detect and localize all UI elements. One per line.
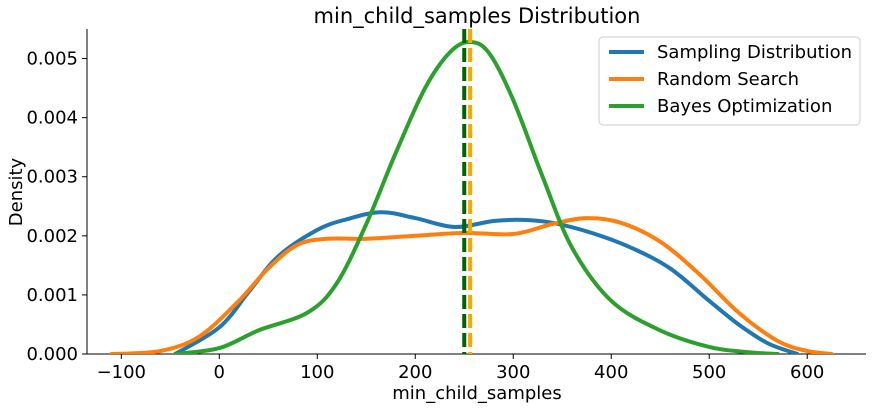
series-group xyxy=(109,29,834,354)
x-tick-label: 0 xyxy=(214,362,225,383)
x-tick-label: 200 xyxy=(398,362,432,383)
y-tick-label: 0.003 xyxy=(26,167,78,188)
y-tick-label: 0.002 xyxy=(26,226,78,247)
legend-label-2: Random Search xyxy=(657,69,799,90)
x-tick-label: 100 xyxy=(300,362,334,383)
x-tick-label: 600 xyxy=(790,362,824,383)
x-tick-label: 500 xyxy=(692,362,726,383)
legend-box xyxy=(598,36,861,126)
chart-title: min_child_samples Distribution xyxy=(314,4,641,29)
series-line-1 xyxy=(173,210,800,354)
legend-label-3: Bayes Optimization xyxy=(657,96,832,117)
y-tick-label: 0.004 xyxy=(26,108,78,129)
legend-label-1: Sampling Distribution xyxy=(657,42,852,63)
y-axis-label: Density xyxy=(6,157,27,226)
x-tick-label: 300 xyxy=(496,362,530,383)
x-axis-label: min_child_samples xyxy=(392,383,562,404)
y-tick-label: 0.000 xyxy=(26,344,78,365)
y-tick-label: 0.005 xyxy=(26,49,78,70)
x-tick-label: −100 xyxy=(97,362,146,383)
plot-area: −100 0 100 200 300 400 500 600 0.000 0.001 0.002 0.… xyxy=(26,29,866,383)
legend: Sampling Distribution Random Search Bayes … xyxy=(598,36,861,126)
series-line-2 xyxy=(109,216,834,354)
x-tick-label: 400 xyxy=(594,362,628,383)
y-tick-label: 0.001 xyxy=(26,285,78,306)
